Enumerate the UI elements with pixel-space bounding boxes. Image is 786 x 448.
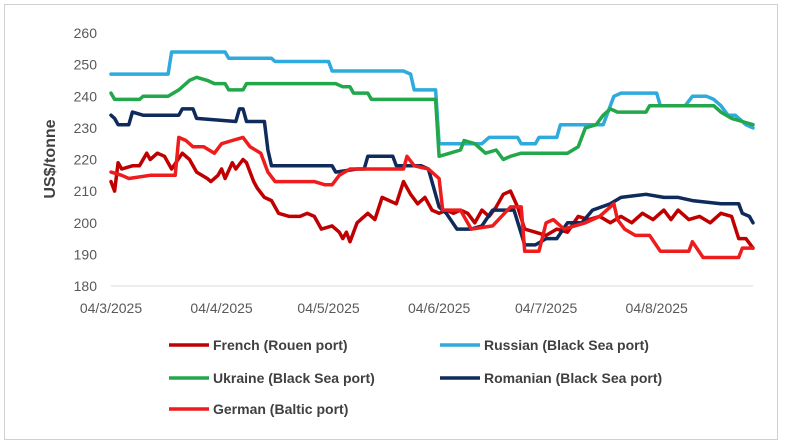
series-line-0 — [109, 151, 755, 250]
series-line-4 — [109, 135, 755, 260]
x-axis-ticks: 04/3/2025 04/4/2025 04/5/2025 04/6/2025 04/7… — [80, 300, 688, 316]
series-line-2 — [109, 75, 755, 162]
x-tick-label: 04/8/2025 — [626, 300, 688, 316]
x-tick-label: 04/6/2025 — [408, 300, 470, 316]
y-tick-label: 260 — [74, 25, 98, 41]
y-tick-label: 250 — [74, 57, 98, 73]
y-tick-label: 200 — [74, 215, 98, 231]
legend-entry: Ukraine (Black Sea port) — [213, 370, 375, 386]
legend-entry: Russian (Black Sea port) — [484, 337, 649, 353]
y-tick-label: 220 — [74, 152, 98, 168]
y-tick-label: 190 — [74, 246, 98, 262]
chart-frame: US$/tonne 180 190 200 210 220 230 240 250 260 04… — [4, 4, 778, 440]
series-lines — [109, 50, 755, 260]
y-axis-ticks: 180 190 200 210 220 230 240 250 260 — [74, 25, 98, 294]
legend: French (Rouen port) Russian (Black Sea po… — [169, 337, 662, 417]
x-tick-label: 04/3/2025 — [80, 300, 142, 316]
legend-entry: German (Baltic port) — [213, 401, 348, 417]
y-tick-label: 210 — [74, 183, 98, 199]
x-tick-label: 04/7/2025 — [515, 300, 577, 316]
x-tick-label: 04/5/2025 — [297, 300, 359, 316]
series-line-1 — [109, 50, 755, 146]
legend-entry: French (Rouen port) — [213, 337, 348, 353]
y-tick-label: 230 — [74, 120, 98, 136]
legend-entry: Romanian (Black Sea port) — [484, 370, 662, 386]
y-tick-label: 180 — [74, 278, 98, 294]
y-tick-label: 240 — [74, 88, 98, 104]
x-tick-label: 04/4/2025 — [190, 300, 252, 316]
line-chart: US$/tonne 180 190 200 210 220 230 240 250 260 04… — [42, 25, 755, 417]
y-axis-label: US$/tonne — [42, 119, 59, 198]
